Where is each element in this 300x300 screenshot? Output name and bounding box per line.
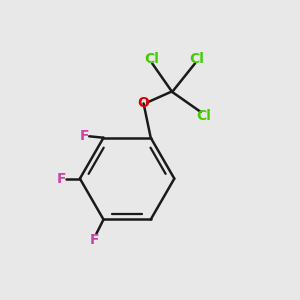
Text: F: F xyxy=(80,129,90,143)
Text: Cl: Cl xyxy=(145,52,160,66)
Text: F: F xyxy=(57,172,66,186)
Text: F: F xyxy=(90,232,100,247)
Text: Cl: Cl xyxy=(189,52,204,66)
Text: Cl: Cl xyxy=(196,109,211,123)
Text: O: O xyxy=(138,96,149,110)
